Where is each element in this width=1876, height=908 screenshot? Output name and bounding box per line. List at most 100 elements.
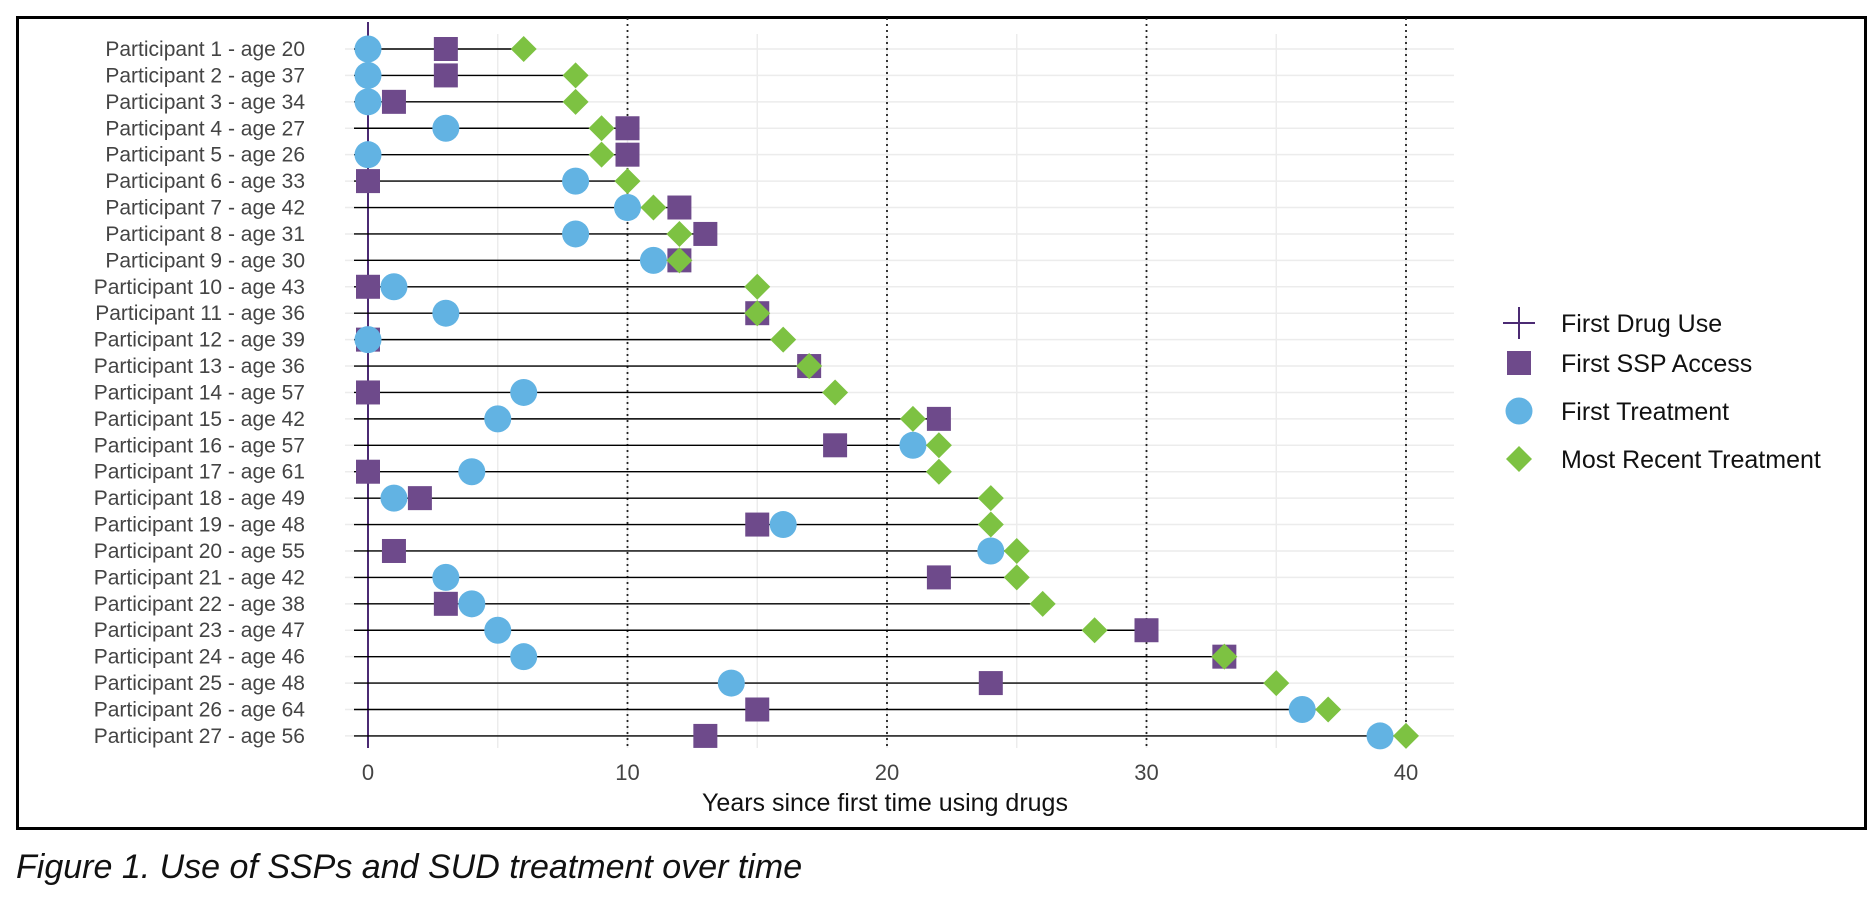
most-recent-treatment-marker [1211, 643, 1238, 670]
most-recent-treatment-marker [640, 194, 667, 221]
legend-label: Most Recent Treatment [1561, 446, 1821, 474]
participant-label: Participant 26 - age 64 [94, 699, 306, 722]
first-ssp-access-marker [433, 63, 458, 88]
first-treatment-marker [614, 194, 641, 222]
first-ssp-access-marker [978, 671, 1003, 696]
participant-label: Participant 1 - age 20 [105, 38, 305, 61]
first-ssp-access-marker [693, 221, 718, 246]
timeline-chart: Participant 1 - age 20 Participant 2 - ag… [94, 18, 1821, 817]
first-treatment-marker [899, 431, 927, 459]
first-ssp-access-marker [926, 406, 951, 431]
most-recent-treatment-marker [666, 247, 693, 274]
first-ssp-access-marker [745, 697, 770, 722]
most-recent-treatment-marker [588, 141, 615, 168]
first-treatment-marker [562, 167, 590, 195]
first-ssp-access-marker [1134, 618, 1159, 643]
most-recent-treatment-marker [1029, 590, 1056, 617]
most-recent-treatment-marker [977, 511, 1004, 538]
participant-label: Participant 8 - age 31 [105, 223, 305, 246]
first-treatment-marker [639, 246, 667, 274]
legend-item: First Drug Use [1503, 307, 1722, 339]
participant-label: Participant 21 - age 42 [94, 566, 305, 589]
most-recent-treatment-marker [744, 300, 771, 327]
legend-item: First SSP Access [1507, 350, 1752, 378]
first-treatment-marker [977, 537, 1005, 565]
participant-label: Participant 24 - age 46 [94, 646, 305, 669]
first-ssp-access-marker [407, 486, 432, 511]
first-treatment-marker [354, 326, 382, 354]
first-ssp-access-marker [667, 195, 692, 220]
first-ssp-access-marker [615, 116, 640, 141]
most-recent-treatment-marker [1081, 617, 1108, 644]
first-treatment-marker [510, 378, 538, 406]
x-tick-label: 40 [1394, 760, 1418, 785]
participant-label: Participant 20 - age 55 [94, 540, 305, 563]
first-ssp-access-marker [823, 433, 848, 458]
participant-label: Participant 13 - age 36 [94, 355, 305, 378]
participant-label: Participant 2 - age 37 [105, 64, 305, 87]
first-treatment-marker [484, 405, 512, 433]
most-recent-treatment-marker [1393, 722, 1419, 749]
first-ssp-access-marker [381, 89, 406, 114]
most-recent-treatment-marker [510, 36, 537, 62]
first-ssp-access-marker [693, 723, 718, 748]
participant-label: Participant 3 - age 34 [105, 91, 305, 114]
most-recent-treatment-marker [770, 326, 797, 353]
participant-label: Participant 4 - age 27 [105, 117, 305, 140]
participant-label: Participant 18 - age 49 [94, 487, 305, 510]
grid-layer [345, 18, 1454, 748]
first-treatment-marker [380, 273, 408, 301]
participant-label: Participant 7 - age 42 [105, 197, 305, 220]
figure-caption: Figure 1. Use of SSPs and SUD treatment … [16, 848, 803, 886]
most-recent-treatment-marker [977, 485, 1004, 512]
most-recent-treatment-marker [899, 405, 926, 432]
first-ssp-access-marker [356, 169, 380, 194]
square-icon [1507, 351, 1531, 375]
participant-label: Participant 5 - age 26 [105, 144, 305, 167]
most-recent-treatment-marker [925, 432, 952, 459]
first-treatment-marker [380, 484, 408, 512]
x-tick-label: 20 [875, 760, 899, 785]
participant-label: Participant 19 - age 48 [94, 514, 305, 537]
first-treatment-marker [769, 511, 797, 539]
most-recent-treatment-marker [1263, 670, 1290, 697]
most-recent-treatment-marker [562, 62, 589, 89]
first-treatment-marker [458, 458, 486, 486]
first-treatment-marker [354, 88, 382, 116]
participant-label: Participant 17 - age 61 [94, 461, 305, 484]
first-treatment-marker [354, 141, 382, 169]
participant-label: Participant 15 - age 42 [94, 408, 305, 431]
participant-label: Participant 27 - age 56 [94, 725, 305, 748]
first-ssp-access-marker [615, 142, 640, 167]
first-ssp-access-marker [356, 380, 380, 405]
x-tick-label: 30 [1134, 760, 1158, 785]
first-ssp-access-marker [433, 37, 458, 61]
participant-label: Participant 6 - age 33 [105, 170, 305, 193]
most-recent-treatment-marker [925, 458, 952, 485]
participant-label: Participant 25 - age 48 [94, 672, 305, 695]
marker-layer [354, 35, 1419, 750]
participant-label: Participant 14 - age 57 [94, 381, 305, 404]
first-ssp-access-marker [433, 591, 458, 616]
legend-label: First Treatment [1561, 398, 1729, 426]
most-recent-treatment-marker [744, 273, 771, 300]
participant-label: Participant 12 - age 39 [94, 329, 305, 352]
first-ssp-access-marker [745, 512, 770, 537]
most-recent-treatment-marker [666, 220, 693, 247]
first-treatment-marker [484, 616, 512, 644]
most-recent-treatment-marker [562, 88, 589, 115]
legend-label: First SSP Access [1561, 350, 1752, 378]
x-axis-ticks: 0 10 20 30 40 [362, 760, 1418, 785]
plus-icon [1503, 307, 1535, 339]
first-treatment-marker [458, 590, 486, 618]
first-treatment-marker [562, 220, 590, 248]
most-recent-treatment-marker [796, 353, 823, 380]
first-treatment-marker [1366, 722, 1394, 750]
first-treatment-marker [1288, 696, 1316, 723]
participant-label: Participant 16 - age 57 [94, 434, 305, 457]
circle-icon [1505, 397, 1533, 425]
most-recent-treatment-marker [588, 115, 615, 142]
legend-item: First Treatment [1505, 397, 1729, 426]
participant-label: Participant 23 - age 47 [94, 619, 305, 642]
x-tick-label: 10 [615, 760, 639, 785]
